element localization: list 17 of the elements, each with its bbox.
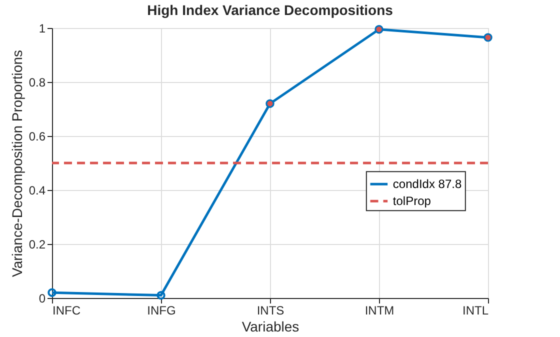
y-axis-title: Variance-Decomposition Proportions xyxy=(8,50,25,277)
legend-label: condIdx 87.8 xyxy=(392,177,462,192)
point xyxy=(156,290,166,300)
y-tick-label: 0.2 xyxy=(28,238,46,252)
legend-label: tolProp xyxy=(392,194,432,208)
y-tick-label: 0 xyxy=(38,292,46,306)
x-tick-label: INTM xyxy=(364,304,394,318)
x-tick-label: INFC xyxy=(52,304,81,318)
x-tick-label: INTS xyxy=(256,304,284,318)
x-tick-label: INFG xyxy=(147,304,176,318)
y-tick-label: 0.6 xyxy=(28,130,46,144)
y-tick-label: 1 xyxy=(38,22,46,36)
y-tick-label: 0.8 xyxy=(28,76,46,90)
y-tick-label: 0.4 xyxy=(28,184,46,198)
x-axis-title: Variables xyxy=(242,318,300,334)
chart-title: High Index Variance Decompositions xyxy=(147,2,394,18)
x-tick-label: INTL xyxy=(462,304,489,318)
